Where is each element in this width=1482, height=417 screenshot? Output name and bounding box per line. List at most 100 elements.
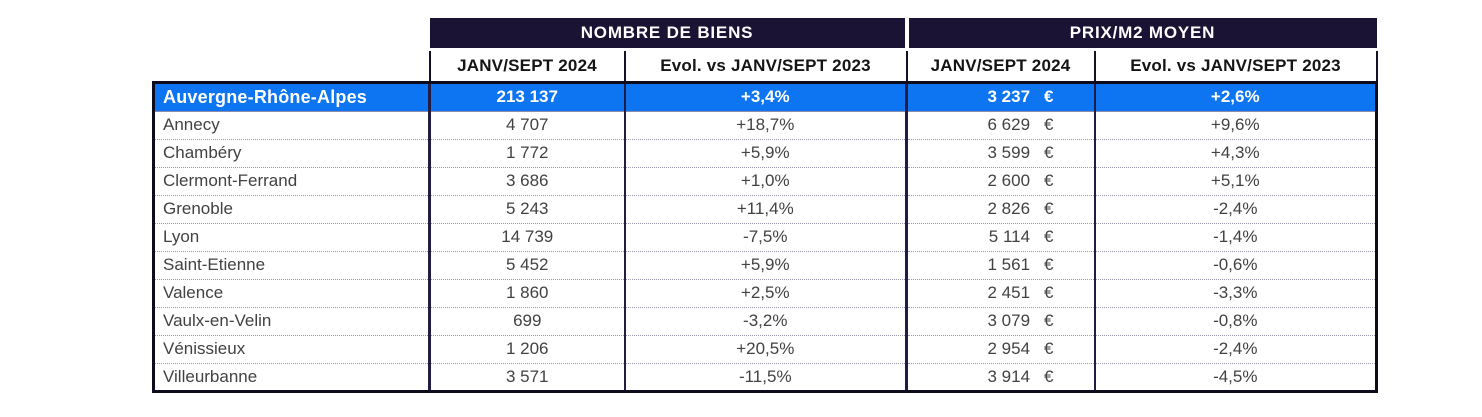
prix-m2-cell: 3 079 € <box>905 307 1095 336</box>
biens-evol-cell: +1,0% <box>623 167 907 196</box>
prix-value: 2 826 <box>987 199 1031 218</box>
prix-m2-cell: 6 629 € <box>905 111 1095 140</box>
prix-evol-cell: -3,3% <box>1093 279 1379 308</box>
empty-corner <box>153 49 430 82</box>
city-name-cell: Villeurbanne <box>152 363 430 393</box>
table-row-venissieux: Vénissieux 1 206 +20,5% 2 954 € -2,4% <box>152 335 1379 364</box>
section-header-prix-m2-moyen: PRIX/M2 MOYEN <box>904 18 1377 51</box>
biens-evol-cell: +2,5% <box>623 279 907 308</box>
prix-value: 3 079 <box>987 311 1031 330</box>
prix-evol-cell: +9,6% <box>1093 111 1379 140</box>
biens-count-cell: 3 686 <box>428 167 625 196</box>
table-row-valence: Valence 1 860 +2,5% 2 451 € -3,3% <box>152 279 1379 308</box>
column-header-prix-2024: JANV/SEPT 2024 <box>905 48 1096 83</box>
region-summary-row: Auvergne-Rhône-Alpes 213 137 +3,4% 3 237… <box>152 80 1379 112</box>
prix-m2-cell: 1 561 € <box>905 251 1095 280</box>
prix-m2-cell: 2 826 € <box>905 195 1095 224</box>
empty-corner <box>153 18 430 49</box>
prix-value: 2 451 <box>987 283 1031 302</box>
prix-value: 3 599 <box>987 143 1031 162</box>
biens-evol-cell: +3,4% <box>623 80 907 112</box>
section-header-row: NOMBRE DE BIENS PRIX/M2 MOYEN <box>153 18 1377 51</box>
prix-evol-cell: -0,8% <box>1093 307 1379 336</box>
region-name-cell: Auvergne-Rhône-Alpes <box>152 80 430 112</box>
euro-symbol: € <box>1044 283 1054 302</box>
euro-symbol: € <box>1044 87 1054 106</box>
euro-symbol: € <box>1044 143 1054 162</box>
city-name-cell: Valence <box>152 279 430 308</box>
city-name-cell: Annecy <box>152 111 430 140</box>
city-name-cell: Vénissieux <box>152 335 430 364</box>
table-row-clermont-ferrand: Clermont-Ferrand 3 686 +1,0% 2 600 € +5,1… <box>152 167 1379 196</box>
biens-count-cell: 1 772 <box>428 139 625 168</box>
biens-count-cell: 3 571 <box>428 363 625 393</box>
prix-evol-cell: -1,4% <box>1093 223 1379 252</box>
prix-evol-cell: +2,6% <box>1093 80 1379 112</box>
prix-m2-cell: 2 600 € <box>905 167 1095 196</box>
biens-evol-cell: +18,7% <box>623 111 907 140</box>
column-header-row: JANV/SEPT 2024 Evol. vs JANV/SEPT 2023 J… <box>153 48 1378 83</box>
prix-evol-cell: -2,4% <box>1093 195 1379 224</box>
biens-count-cell: 1 206 <box>428 335 625 364</box>
table-row-vaulx-en-velin: Vaulx-en-Velin 699 -3,2% 3 079 € -0,8% <box>152 307 1379 336</box>
column-header-prix-evol: Evol. vs JANV/SEPT 2023 <box>1093 48 1378 83</box>
city-name-cell: Grenoble <box>152 195 430 224</box>
city-name-cell: Saint-Etienne <box>152 251 430 280</box>
euro-symbol: € <box>1044 227 1054 246</box>
biens-count-cell: 699 <box>428 307 625 336</box>
prix-value: 6 629 <box>987 115 1031 134</box>
city-name-cell: Vaulx-en-Velin <box>152 307 430 336</box>
prix-value: 2 600 <box>987 171 1031 190</box>
prix-m2-cell: 2 451 € <box>905 279 1095 308</box>
euro-symbol: € <box>1044 199 1054 218</box>
euro-symbol: € <box>1044 339 1054 358</box>
prix-m2-cell: 2 954 € <box>905 335 1095 364</box>
biens-count-cell: 5 452 <box>428 251 625 280</box>
biens-evol-cell: -11,5% <box>623 363 907 393</box>
biens-count-cell: 1 860 <box>428 279 625 308</box>
biens-evol-cell: +11,4% <box>623 195 907 224</box>
section-header-nombre-de-biens: NOMBRE DE BIENS <box>429 18 907 51</box>
table-row-lyon: Lyon 14 739 -7,5% 5 114 € -1,4% <box>152 223 1379 252</box>
biens-evol-cell: +5,9% <box>623 251 907 280</box>
table-row-grenoble: Grenoble 5 243 +11,4% 2 826 € -2,4% <box>152 195 1379 224</box>
prix-value: 2 954 <box>987 339 1031 358</box>
prix-m2-cell: 3 599 € <box>905 139 1095 168</box>
column-header-biens-2024: JANV/SEPT 2024 <box>428 48 626 83</box>
table-row-saint-etienne: Saint-Etienne 5 452 +5,9% 1 561 € -0,6% <box>152 251 1379 280</box>
real-estate-stats-table: NOMBRE DE BIENS PRIX/M2 MOYEN JANV/SEPT … <box>152 18 1379 393</box>
prix-evol-cell: +4,3% <box>1093 139 1379 168</box>
euro-symbol: € <box>1044 115 1054 134</box>
prix-m2-cell: 3 914 € <box>905 363 1095 393</box>
biens-count-cell: 213 137 <box>428 80 625 112</box>
prix-evol-cell: -0,6% <box>1093 251 1379 280</box>
table-row-chambery: Chambéry 1 772 +5,9% 3 599 € +4,3% <box>152 139 1379 168</box>
prix-value: 1 561 <box>987 255 1031 274</box>
biens-count-cell: 14 739 <box>428 223 625 252</box>
biens-count-cell: 5 243 <box>428 195 625 224</box>
biens-evol-cell: +5,9% <box>623 139 907 168</box>
prix-m2-cell: 3 237 € <box>905 80 1095 112</box>
prix-value: 3 914 <box>987 366 1031 386</box>
prix-value: 5 114 <box>988 227 1031 246</box>
prix-evol-cell: -4,5% <box>1093 363 1379 393</box>
biens-evol-cell: -3,2% <box>623 307 907 336</box>
city-name-cell: Clermont-Ferrand <box>152 167 430 196</box>
city-name-cell: Chambéry <box>152 139 430 168</box>
biens-evol-cell: +20,5% <box>623 335 907 364</box>
prix-value: 3 237 <box>987 87 1031 106</box>
column-header-biens-evol: Evol. vs JANV/SEPT 2023 <box>623 48 908 83</box>
prix-evol-cell: -2,4% <box>1093 335 1379 364</box>
table-row-villeurbanne: Villeurbanne 3 571 -11,5% 3 914 € -4,5% <box>152 363 1379 393</box>
prix-evol-cell: +5,1% <box>1093 167 1379 196</box>
prix-m2-cell: 5 114 € <box>905 223 1095 252</box>
euro-symbol: € <box>1044 171 1054 190</box>
euro-symbol: € <box>1044 311 1054 330</box>
euro-symbol: € <box>1044 366 1054 386</box>
biens-count-cell: 4 707 <box>428 111 625 140</box>
table-row-annecy: Annecy 4 707 +18,7% 6 629 € +9,6% <box>152 111 1379 140</box>
euro-symbol: € <box>1044 255 1054 274</box>
biens-evol-cell: -7,5% <box>623 223 907 252</box>
city-name-cell: Lyon <box>152 223 430 252</box>
